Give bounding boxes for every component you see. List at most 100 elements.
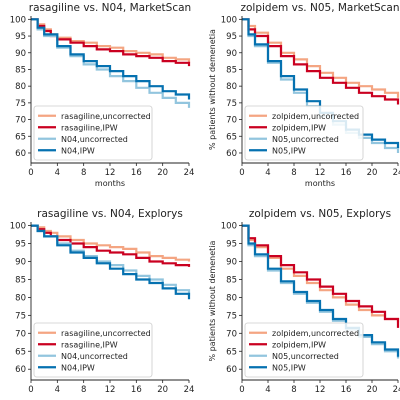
y-tick-label: 65 bbox=[15, 132, 26, 142]
legend-entry: N05,IPW bbox=[272, 363, 306, 372]
series-line-1 bbox=[31, 224, 191, 267]
y-tick-label: 60 bbox=[226, 149, 237, 159]
series-line-0 bbox=[242, 18, 400, 98]
x-tick-label: 0 bbox=[239, 168, 244, 178]
y-axis-label: % patients without demenetia bbox=[208, 29, 217, 150]
y-tick-label: 80 bbox=[15, 293, 26, 303]
legend-box bbox=[33, 322, 153, 378]
x-tick-label: 20 bbox=[157, 385, 168, 395]
y-tick-label: 100 bbox=[10, 15, 26, 25]
y-tick-label: 90 bbox=[226, 49, 237, 59]
x-tick-label: 20 bbox=[367, 168, 378, 178]
x-tick-label: 0 bbox=[28, 168, 33, 178]
y-tick-label: 85 bbox=[15, 275, 26, 285]
y-tick-label: 60 bbox=[15, 149, 26, 159]
y-tick-label: 95 bbox=[226, 32, 237, 42]
y-tick-label: 100 bbox=[10, 222, 26, 232]
y-tick-label: 70 bbox=[15, 116, 26, 126]
x-tick-label: 24 bbox=[393, 385, 400, 395]
chart-title: rasagiline vs. N04, Explorys bbox=[37, 208, 183, 220]
series-line-1 bbox=[31, 18, 191, 67]
x-tick-label: 12 bbox=[315, 385, 326, 395]
x-axis-label: months bbox=[305, 179, 335, 188]
x-tick-label: 4 bbox=[55, 168, 60, 178]
chart-panel-3: zolpidem vs. N05, Explorys60657075808590… bbox=[208, 208, 400, 395]
legend-entry: zolpidem,uncorrected bbox=[272, 329, 359, 338]
x-tick-label: 16 bbox=[341, 385, 352, 395]
legend-entry: N05,uncorrected bbox=[272, 352, 339, 361]
legend: rasagiline,uncorrected rasagiline,IPW N04,… bbox=[33, 105, 153, 161]
legend-box bbox=[244, 105, 364, 161]
x-tick-label: 4 bbox=[265, 168, 270, 178]
chart-panel-0: rasagiline vs. N04, MarketScan6065707580… bbox=[10, 2, 195, 188]
y-tick-label: 95 bbox=[15, 240, 26, 250]
x-tick-label: 12 bbox=[105, 168, 116, 178]
chart-title: zolpidem vs. N05, Explorys bbox=[249, 208, 391, 220]
x-tick-label: 20 bbox=[157, 168, 168, 178]
x-tick-label: 0 bbox=[239, 385, 244, 395]
y-tick-label: 60 bbox=[15, 365, 26, 375]
y-tick-label: 70 bbox=[226, 329, 237, 339]
x-tick-label: 16 bbox=[131, 385, 142, 395]
y-axis-label: % patients without demenetia bbox=[208, 240, 217, 361]
x-tick-label: 24 bbox=[184, 385, 195, 395]
series-line-3 bbox=[31, 18, 191, 100]
x-tick-label: 16 bbox=[131, 168, 142, 178]
y-tick-label: 80 bbox=[226, 293, 237, 303]
y-tick-label: 75 bbox=[15, 311, 26, 321]
legend-entry: N05,IPW bbox=[272, 146, 306, 155]
chart-panel-1: zolpidem vs. N05, MarketScan606570758085… bbox=[208, 2, 400, 188]
legend: zolpidem,uncorrected zolpidem,IPW N05,unco… bbox=[244, 322, 364, 378]
y-tick-label: 60 bbox=[226, 365, 237, 375]
legend-entry: N04,uncorrected bbox=[61, 352, 128, 361]
legend-entry: N05,uncorrected bbox=[272, 135, 339, 144]
legend-entry: N04,IPW bbox=[61, 146, 95, 155]
series-line-1 bbox=[242, 18, 400, 105]
y-tick-label: 95 bbox=[226, 240, 237, 250]
x-tick-label: 12 bbox=[315, 168, 326, 178]
legend-entry: rasagiline,uncorrected bbox=[61, 329, 151, 338]
x-tick-label: 8 bbox=[81, 168, 86, 178]
chart-title: zolpidem vs. N05, MarketScan bbox=[241, 2, 400, 14]
series-line-3 bbox=[31, 224, 191, 300]
y-tick-label: 65 bbox=[226, 347, 237, 357]
x-tick-label: 8 bbox=[291, 385, 296, 395]
legend-entry: rasagiline,IPW bbox=[61, 340, 118, 349]
y-tick-label: 85 bbox=[15, 65, 26, 75]
legend-entry: N04,uncorrected bbox=[61, 135, 128, 144]
panels-group: rasagiline vs. N04, MarketScan6065707580… bbox=[10, 2, 400, 395]
series-line-1 bbox=[242, 224, 400, 328]
x-tick-label: 4 bbox=[55, 385, 60, 395]
y-tick-label: 90 bbox=[15, 258, 26, 268]
y-tick-label: 65 bbox=[226, 132, 237, 142]
chart-title: rasagiline vs. N04, MarketScan bbox=[29, 2, 191, 14]
y-tick-label: 80 bbox=[15, 82, 26, 92]
x-tick-label: 8 bbox=[81, 385, 86, 395]
legend-entry: rasagiline,uncorrected bbox=[61, 112, 151, 121]
x-axis-label: months bbox=[95, 179, 125, 188]
x-tick-label: 24 bbox=[184, 168, 195, 178]
x-tick-label: 16 bbox=[341, 168, 352, 178]
x-tick-label: 20 bbox=[367, 385, 378, 395]
x-tick-label: 24 bbox=[393, 168, 400, 178]
legend-box bbox=[244, 322, 364, 378]
series-line-3 bbox=[242, 224, 400, 357]
y-tick-label: 70 bbox=[15, 329, 26, 339]
y-tick-label: 75 bbox=[226, 99, 237, 109]
series-line-0 bbox=[31, 224, 191, 262]
y-tick-label: 70 bbox=[226, 116, 237, 126]
legend-box bbox=[33, 105, 153, 161]
y-tick-label: 80 bbox=[226, 82, 237, 92]
y-tick-label: 90 bbox=[15, 49, 26, 59]
chart-panel-2: rasagiline vs. N04, Explorys606570758085… bbox=[10, 208, 195, 395]
legend: rasagiline,uncorrected rasagiline,IPW N04,… bbox=[33, 322, 153, 378]
legend-entry: zolpidem,uncorrected bbox=[272, 112, 359, 121]
legend-entry: N04,IPW bbox=[61, 363, 95, 372]
y-tick-label: 75 bbox=[226, 311, 237, 321]
y-tick-label: 95 bbox=[15, 32, 26, 42]
y-tick-label: 75 bbox=[15, 99, 26, 109]
legend-entry: zolpidem,IPW bbox=[272, 123, 326, 132]
series-line-3 bbox=[242, 18, 400, 148]
x-tick-label: 0 bbox=[28, 385, 33, 395]
